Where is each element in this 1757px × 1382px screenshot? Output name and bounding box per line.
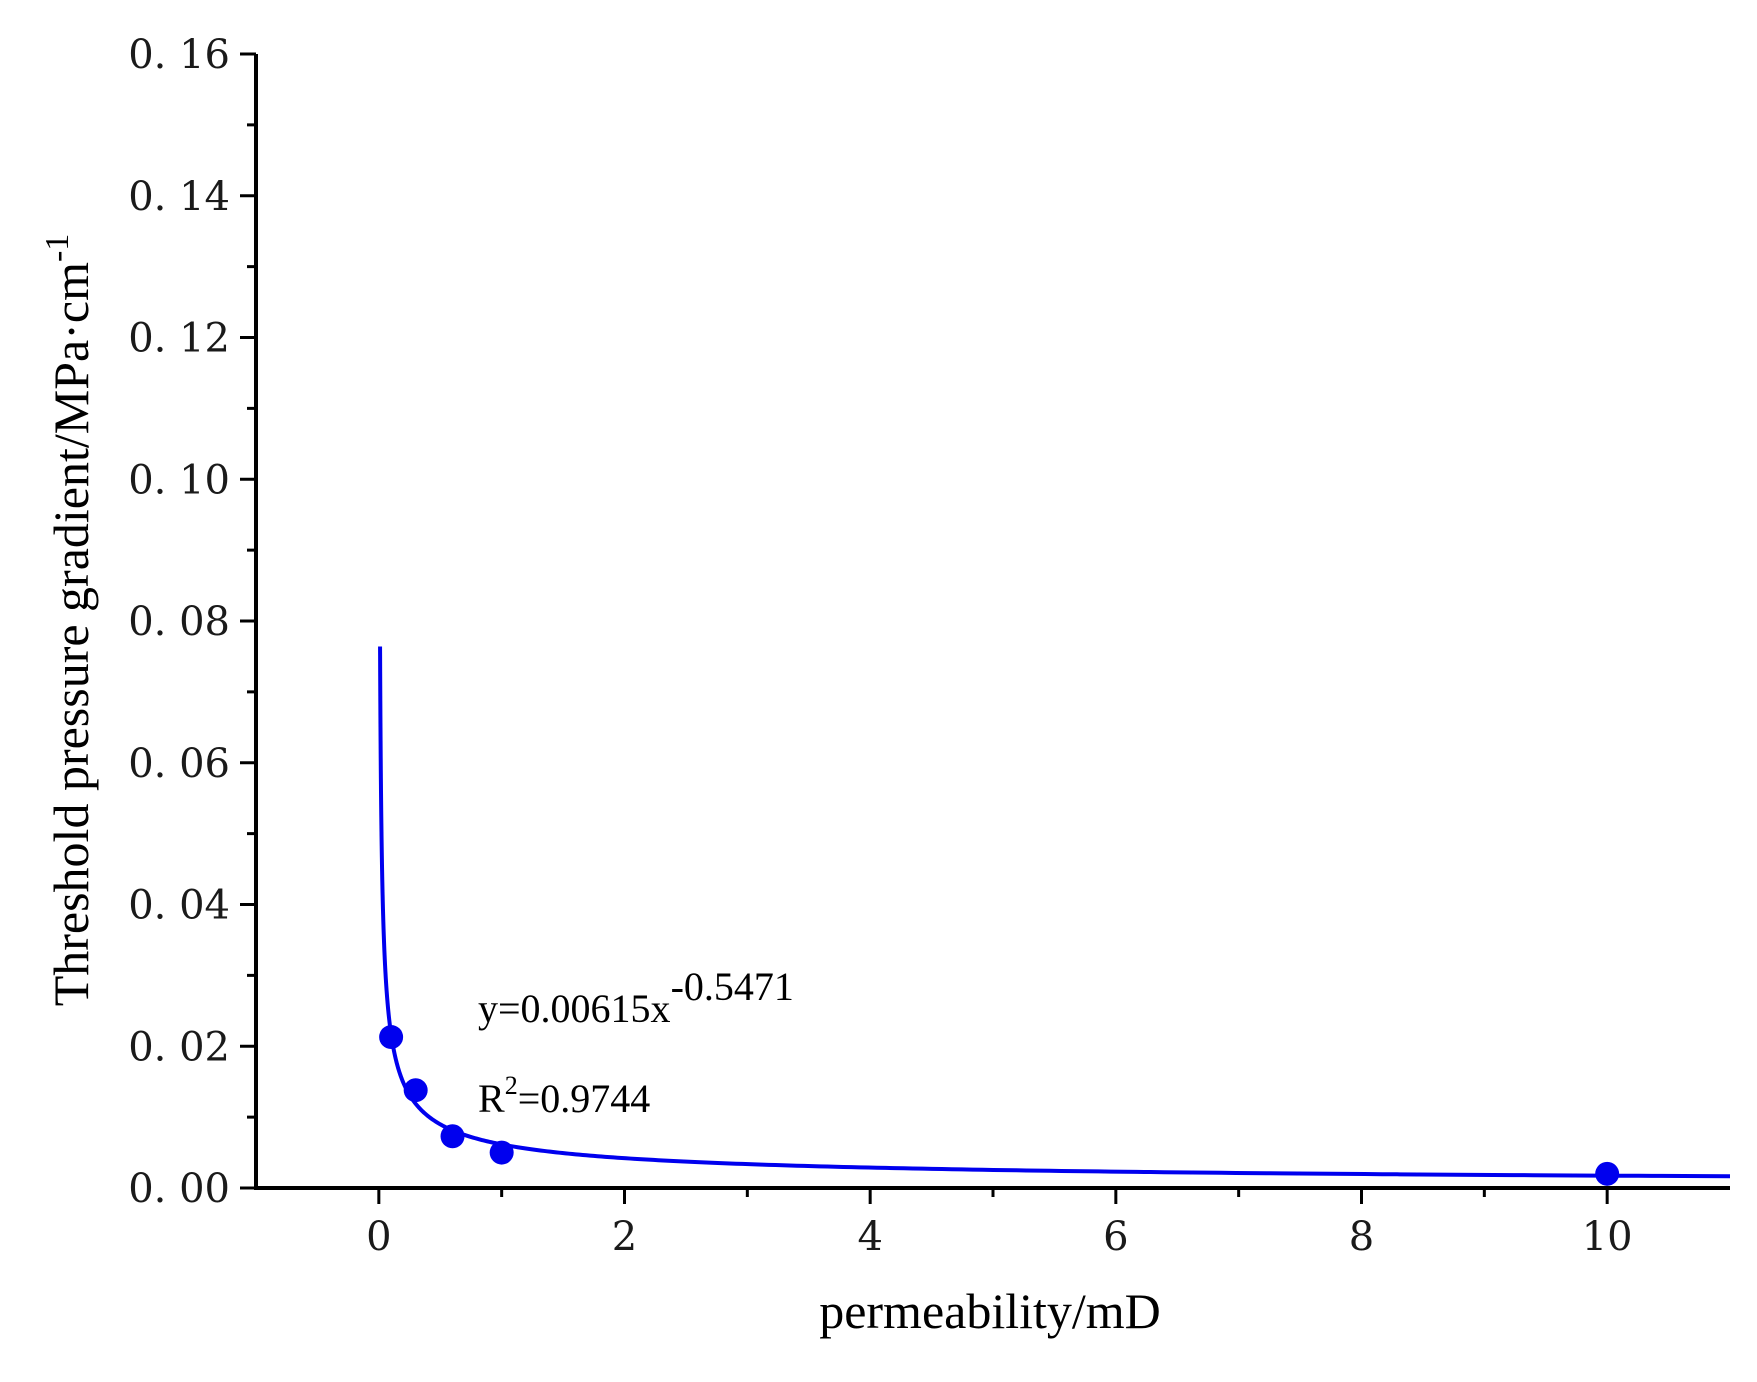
y-axis-label-superscript: -1 xyxy=(39,234,76,262)
data-points-layer xyxy=(379,1025,1620,1186)
fit-curve xyxy=(378,646,1731,1179)
y-axis-label-text: Threshold pressure gradient/MPa·cm xyxy=(43,262,99,1006)
fit-curve-layer xyxy=(378,646,1731,1179)
axes xyxy=(254,54,1730,1190)
y-tick-label: 0. 00 xyxy=(128,1166,230,1212)
x-tick-label: 4 xyxy=(857,1214,882,1260)
y-tick-label: 0. 06 xyxy=(128,741,230,787)
r-squared-prefix: R xyxy=(478,1076,505,1121)
x-tick-label: 0 xyxy=(366,1214,391,1260)
data-point xyxy=(489,1140,514,1165)
data-point xyxy=(440,1124,465,1149)
data-point xyxy=(403,1078,428,1103)
data-point xyxy=(379,1025,404,1050)
data-point xyxy=(1595,1161,1620,1186)
r-squared-annotation: R2=0.9744 xyxy=(478,1071,650,1121)
x-axis-label: permeability/mD xyxy=(819,1283,1161,1339)
x-tick-label: 6 xyxy=(1103,1214,1128,1260)
y-tick-label: 0. 08 xyxy=(128,599,230,645)
fit-equation-exponent: -0.5471 xyxy=(671,964,794,1009)
y-tick-label: 0. 12 xyxy=(128,316,230,362)
r-squared-exponent: 2 xyxy=(505,1071,518,1100)
y-tick-label: 0. 16 xyxy=(128,32,230,78)
x-tick-label: 8 xyxy=(1349,1214,1374,1260)
y-tick-label: 0. 14 xyxy=(128,174,230,220)
r-squared-value: =0.9744 xyxy=(518,1076,651,1121)
tick-labels: 0. 00 0. 02 0. 04 0. 06 0. 08 0. 10 0. 12 0. 14… xyxy=(128,32,1632,1260)
tick-marks xyxy=(240,52,1609,1204)
y-tick-label: 0. 02 xyxy=(128,1024,230,1070)
fit-equation-annotation: y=0.00615x-0.5471 xyxy=(478,964,794,1031)
fit-equation-text: y=0.00615x xyxy=(478,986,671,1031)
y-tick-label: 0. 04 xyxy=(128,883,230,929)
x-tick-label: 2 xyxy=(612,1214,637,1260)
y-tick-label: 0. 10 xyxy=(128,457,230,503)
x-tick-label: 10 xyxy=(1582,1214,1633,1260)
y-axis-label: Threshold pressure gradient/MPa·cm-1 xyxy=(39,234,99,1007)
